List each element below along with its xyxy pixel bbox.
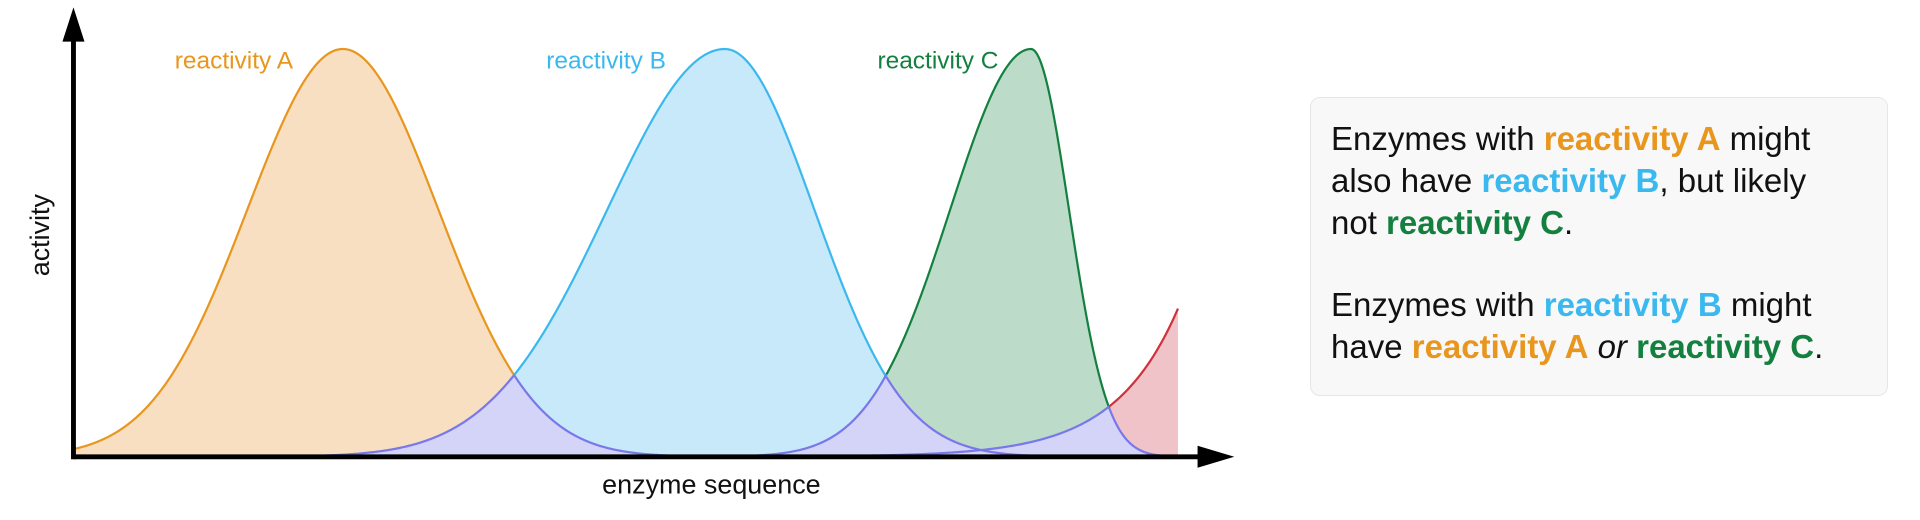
- curve-fill: [886, 49, 1109, 457]
- note-text: reactivity A: [1543, 120, 1721, 157]
- y-axis-label: activity: [25, 193, 55, 276]
- note-text: reactivity B: [1543, 286, 1722, 323]
- x-axis-label: enzyme sequence: [602, 470, 821, 500]
- note-text: Enzymes with: [1331, 120, 1544, 157]
- curve-label: reactivity B: [546, 48, 666, 75]
- note-text: reactivity C: [1386, 204, 1564, 241]
- note-line: Enzymes with reactivity A might: [1331, 118, 1867, 160]
- note-text: have: [1331, 328, 1412, 365]
- note-text: reactivity A: [1411, 328, 1589, 365]
- note-text: .: [1814, 328, 1824, 365]
- note-text: also have: [1331, 162, 1482, 199]
- note-text: might: [1720, 120, 1811, 157]
- overlap-fill: [73, 375, 1178, 457]
- note-text: might: [1721, 286, 1812, 323]
- note-text: .: [1563, 204, 1574, 241]
- curve-line: [885, 47, 1111, 409]
- note-text: not: [1331, 204, 1387, 241]
- note-text: reactivity B: [1481, 162, 1660, 199]
- note-text: , but likely: [1659, 162, 1807, 199]
- curve-line: [1108, 308, 1179, 408]
- note-line: also have reactivity B, but likely: [1331, 160, 1867, 202]
- note-line: have reactivity A or reactivity C.: [1331, 326, 1867, 368]
- note-box: Enzymes with reactivity A might also have…: [1310, 97, 1888, 396]
- note-line: not reactivity C.: [1331, 202, 1867, 244]
- note-paragraph: Enzymes with reactivity B might have reac…: [1331, 284, 1867, 368]
- x-axis-arrow: [1197, 445, 1235, 468]
- note-text: reactivity C: [1636, 328, 1815, 365]
- note-paragraph: Enzymes with reactivity A might also have…: [1331, 118, 1867, 244]
- note-text: or: [1597, 328, 1627, 365]
- curve-fill: [73, 49, 514, 457]
- y-axis-arrow: [62, 7, 85, 42]
- note-line: Enzymes with reactivity B might: [1331, 284, 1867, 326]
- curve-line: [513, 47, 888, 378]
- curve-label: reactivity A: [175, 48, 294, 75]
- curve-label: reactivity C: [877, 48, 998, 75]
- curve-line: [73, 47, 516, 451]
- note-text: [1627, 328, 1636, 365]
- curves: [73, 47, 1179, 458]
- note-text: Enzymes with: [1331, 286, 1544, 323]
- note-text: [1588, 328, 1597, 365]
